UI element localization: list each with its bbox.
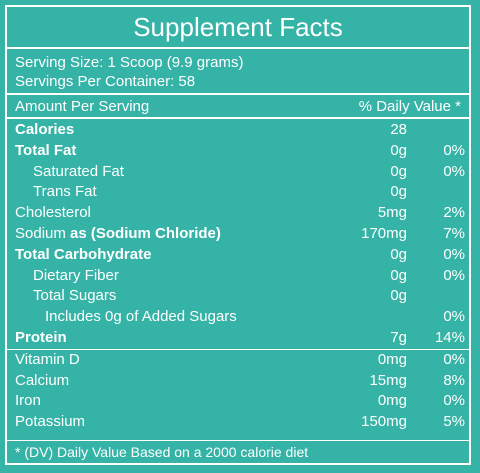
nutrient-list: Calories 28 Total Fat 0g 0% Saturated Fa… bbox=[7, 119, 469, 349]
nutrient-label: Saturated Fat bbox=[33, 162, 124, 180]
vitamin-dv: 0% bbox=[443, 392, 465, 410]
nutrient-amount: 7g bbox=[390, 328, 407, 346]
nutrient-dv: 0% bbox=[443, 162, 465, 180]
vitamin-amount: 0mg bbox=[377, 350, 407, 368]
sodium-source-label: as (Sodium Chloride) bbox=[70, 224, 221, 242]
nutrient-row-cholesterol: Cholesterol 5mg 2% bbox=[7, 203, 469, 224]
nutrient-dv: 0% bbox=[443, 266, 465, 284]
vitamin-dv: 5% bbox=[443, 413, 465, 431]
nutrient-amount: 0g bbox=[390, 287, 407, 305]
nutrient-row-added-sugars: Includes 0g of Added Sugars 0% bbox=[7, 307, 469, 328]
nutrient-row-total-carbohydrate: Total Carbohydrate 0g 0% bbox=[7, 245, 469, 266]
serving-size: Serving Size: 1 Scoop (9.9 grams) bbox=[15, 54, 244, 71]
nutrient-amount: 0g bbox=[390, 245, 407, 263]
vitamin-dv: 0% bbox=[443, 350, 465, 368]
vitamin-row-calcium: Calcium 15mg 8% bbox=[7, 371, 469, 392]
nutrient-amount: 0g bbox=[390, 266, 407, 284]
servings-per-container: Servings Per Container: 58 bbox=[15, 73, 196, 90]
amount-per-serving-header: Amount Per Serving bbox=[15, 98, 150, 115]
nutrient-dv: 14% bbox=[434, 328, 465, 346]
nutrient-dv: 2% bbox=[443, 204, 465, 222]
vitamin-label: Vitamin D bbox=[15, 350, 80, 368]
vitamin-label: Calcium bbox=[15, 371, 70, 389]
nutrient-label: Sodium as (Sodium Chloride) bbox=[15, 224, 221, 245]
footnote-divider bbox=[7, 440, 469, 441]
nutrient-amount: 0g bbox=[390, 162, 407, 180]
vitamin-label: Potassium bbox=[15, 413, 86, 431]
vitamin-row-iron: Iron 0mg 0% bbox=[7, 391, 469, 412]
vitamin-dv: 8% bbox=[443, 371, 465, 389]
vitamin-label: Iron bbox=[15, 392, 41, 410]
daily-value-header: % Daily Value * bbox=[358, 98, 461, 115]
nutrient-row-saturated-fat: Saturated Fat 0g 0% bbox=[7, 162, 469, 183]
vitamin-amount: 0mg bbox=[377, 392, 407, 410]
nutrient-amount: 0g bbox=[390, 183, 407, 201]
vitamin-amount: 150mg bbox=[361, 413, 407, 431]
nutrient-label: Protein bbox=[15, 328, 67, 346]
nutrient-label: Total Fat bbox=[15, 141, 77, 159]
nutrient-dv: 0% bbox=[443, 308, 465, 326]
nutrient-label: Total Sugars bbox=[33, 287, 117, 305]
nutrient-dv: 0% bbox=[443, 141, 465, 159]
nutrient-dv: 0% bbox=[443, 245, 465, 263]
nutrient-dv: 7% bbox=[443, 224, 465, 242]
nutrient-row-total-sugars: Total Sugars 0g bbox=[7, 286, 469, 307]
vitamin-divider bbox=[7, 348, 469, 350]
nutrient-label: Cholesterol bbox=[15, 204, 91, 222]
nutrient-label: Trans Fat bbox=[33, 183, 97, 201]
nutrient-label: Includes 0g of Added Sugars bbox=[45, 308, 237, 326]
nutrient-row-calories: Calories 28 bbox=[7, 120, 469, 141]
vitamin-amount: 15mg bbox=[369, 371, 407, 389]
vitamin-list: Vitamin D 0mg 0% Calcium 15mg 8% Iron 0m… bbox=[7, 350, 469, 433]
nutrient-label: Calories bbox=[15, 121, 75, 138]
vitamin-row-vitamin-d: Vitamin D 0mg 0% bbox=[7, 350, 469, 371]
nutrient-row-total-fat: Total Fat 0g 0% bbox=[7, 141, 469, 162]
nutrient-amount: 5mg bbox=[377, 204, 407, 222]
nutrient-row-dietary-fiber: Dietary Fiber 0g 0% bbox=[7, 266, 469, 287]
nutrient-row-trans-fat: Trans Fat 0g bbox=[7, 182, 469, 203]
nutrient-row-protein: Protein 7g 14% bbox=[7, 328, 469, 349]
supplement-facts-panel: Supplement Facts Serving Size: 1 Scoop (… bbox=[5, 5, 471, 465]
column-header: Amount Per Serving % Daily Value * bbox=[7, 95, 469, 119]
nutrient-amount: 0g bbox=[390, 141, 407, 159]
serving-info: Serving Size: 1 Scoop (9.9 grams) Servin… bbox=[7, 49, 469, 95]
footnote: * (DV) Daily Value Based on a 2000 calor… bbox=[15, 444, 309, 460]
nutrient-row-sodium: Sodium as (Sodium Chloride) 170mg 7% bbox=[7, 224, 469, 245]
nutrient-label: Total Carbohydrate bbox=[15, 245, 152, 263]
nutrient-amount: 28 bbox=[390, 121, 407, 138]
sodium-label: Sodium bbox=[15, 224, 66, 242]
vitamin-row-potassium: Potassium 150mg 5% bbox=[7, 412, 469, 433]
nutrient-amount: 170mg bbox=[361, 224, 407, 242]
panel-title: Supplement Facts bbox=[7, 7, 469, 49]
nutrient-label: Dietary Fiber bbox=[33, 266, 119, 284]
